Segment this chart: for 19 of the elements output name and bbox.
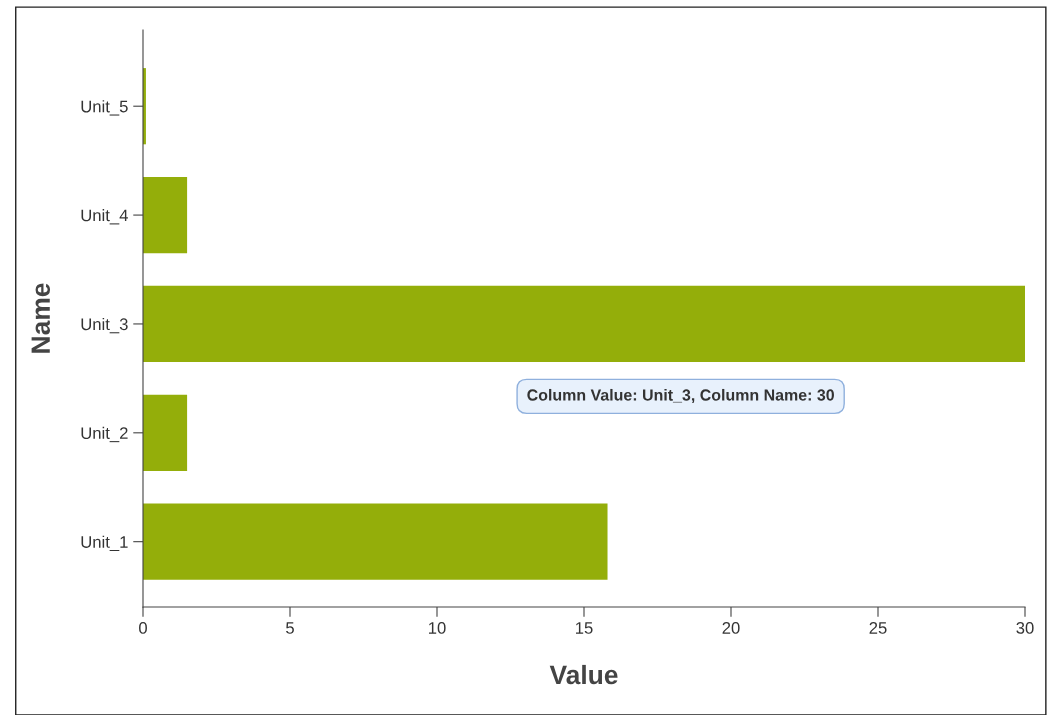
x-tick-label: 10 bbox=[429, 622, 446, 634]
x-tick-label: 15 bbox=[576, 622, 593, 634]
y-axis-title: Name bbox=[31, 283, 51, 353]
y-tick-label: Unit_4 bbox=[81, 209, 128, 225]
y-tick-label: Unit_3 bbox=[81, 317, 128, 334]
x-axis-title: Value bbox=[549, 664, 618, 685]
annotation: Column Value: Unit_3, Column Name: 30 bbox=[527, 388, 834, 403]
y-tick-label: Unit_5 bbox=[81, 100, 128, 116]
x-tick-label: 20 bbox=[722, 622, 740, 634]
bar bbox=[143, 176, 188, 254]
bar bbox=[143, 394, 188, 471]
x-tick-label: 5 bbox=[286, 622, 294, 634]
y-tick-label: Unit_1 bbox=[81, 535, 128, 552]
y-tick-label: Unit_2 bbox=[81, 426, 128, 443]
bar bbox=[143, 503, 608, 580]
x-tick-label: 30 bbox=[1016, 622, 1034, 634]
x-tick-label: 0 bbox=[139, 622, 147, 634]
x-tick-label: 25 bbox=[869, 622, 887, 634]
bar bbox=[143, 285, 1025, 363]
